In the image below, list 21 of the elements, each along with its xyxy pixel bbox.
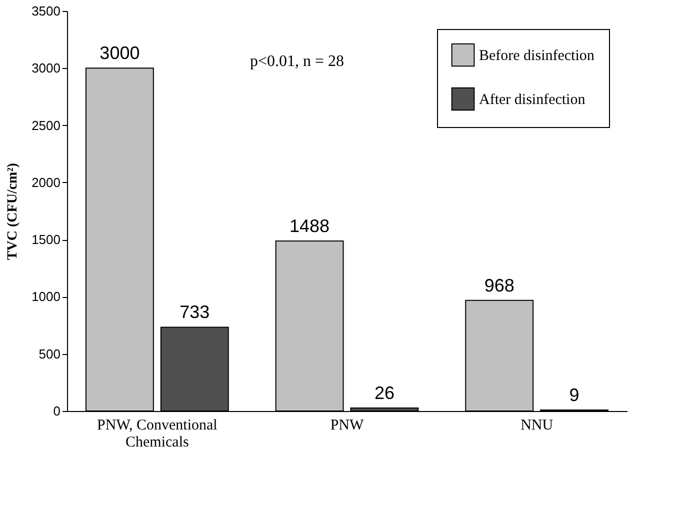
data-label: 9 bbox=[569, 384, 580, 405]
data-label: 3000 bbox=[100, 43, 140, 64]
legend-label: After disinfection bbox=[479, 92, 586, 108]
annotation: p<0.01, n = 28 bbox=[250, 53, 344, 70]
y-tick-label: 3000 bbox=[32, 60, 60, 76]
data-label: 733 bbox=[180, 302, 210, 322]
y-tick-label: 0 bbox=[53, 404, 60, 418]
y-tick-label: 3500 bbox=[32, 4, 60, 18]
y-tick-label: 2500 bbox=[32, 118, 60, 133]
y-tick-label: 500 bbox=[38, 346, 60, 362]
data-label: 1488 bbox=[290, 216, 330, 236]
x-tick-label: PNW, Conventional Chemicals bbox=[97, 418, 218, 450]
data-label: 26 bbox=[374, 383, 394, 404]
x-tick-label: NNU bbox=[520, 418, 554, 434]
y-axis-title: TVC (CFU/cm²) bbox=[6, 162, 21, 260]
data-label: 968 bbox=[484, 275, 514, 296]
legend-label: Before disinfection bbox=[479, 48, 595, 64]
y-tick-label: 1000 bbox=[32, 289, 60, 304]
y-tick-label: 2000 bbox=[32, 174, 60, 190]
x-tick-label: PNW bbox=[330, 418, 365, 434]
y-tick-label: 1500 bbox=[32, 232, 60, 248]
